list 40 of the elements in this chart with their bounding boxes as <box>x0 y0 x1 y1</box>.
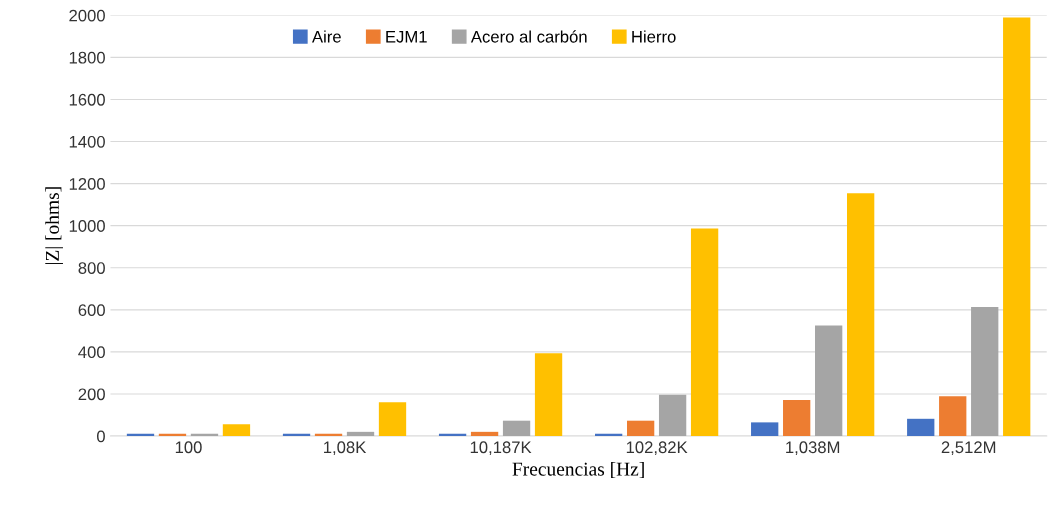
y-tick-label: 1800 <box>69 51 105 64</box>
bar <box>907 418 935 437</box>
y-tick-label: 1600 <box>69 93 105 106</box>
x-tick-label: 102,82K <box>626 441 688 456</box>
x-tick-label: 2,512M <box>941 441 996 456</box>
bar <box>815 325 843 437</box>
x-tick-label: 1,038M <box>786 441 840 456</box>
bar <box>470 431 499 437</box>
x-tick-label: 10,187K <box>470 441 532 456</box>
legend-label: Hierro <box>632 30 676 43</box>
bar <box>783 400 811 437</box>
y-tick-label: 800 <box>78 262 105 274</box>
y-tick-label: 1400 <box>69 135 105 148</box>
bar <box>626 420 655 437</box>
bar <box>690 228 719 437</box>
x-tick-label: 1,08K <box>324 441 367 456</box>
bar <box>847 193 875 437</box>
legend-label: Aire <box>312 30 341 43</box>
y-tick-label: 600 <box>78 304 105 317</box>
bar <box>346 431 375 437</box>
legend-label: Acero al carbón <box>470 30 587 43</box>
y-tick-label: 1000 <box>69 220 105 232</box>
y-tick-label: 2000 <box>69 9 105 22</box>
y-tick-label: 200 <box>78 388 105 401</box>
bar <box>971 306 999 437</box>
x-tick-label: 100 <box>175 441 202 454</box>
x-axis-title: Frecuencias [Hz] <box>512 462 644 479</box>
y-tick-label: 400 <box>78 346 105 359</box>
bar <box>751 422 779 437</box>
y-tick-label: 1200 <box>69 178 105 190</box>
bar <box>378 402 407 437</box>
bar <box>502 420 531 437</box>
bar <box>939 396 967 437</box>
y-axis-title: |Z| [ohms] <box>45 187 63 265</box>
y-tick-label: 0 <box>96 430 105 443</box>
legend-label: EJM1 <box>386 31 427 43</box>
bar <box>1003 17 1031 437</box>
bar <box>658 394 687 437</box>
bar <box>222 424 251 437</box>
bar <box>534 353 563 437</box>
